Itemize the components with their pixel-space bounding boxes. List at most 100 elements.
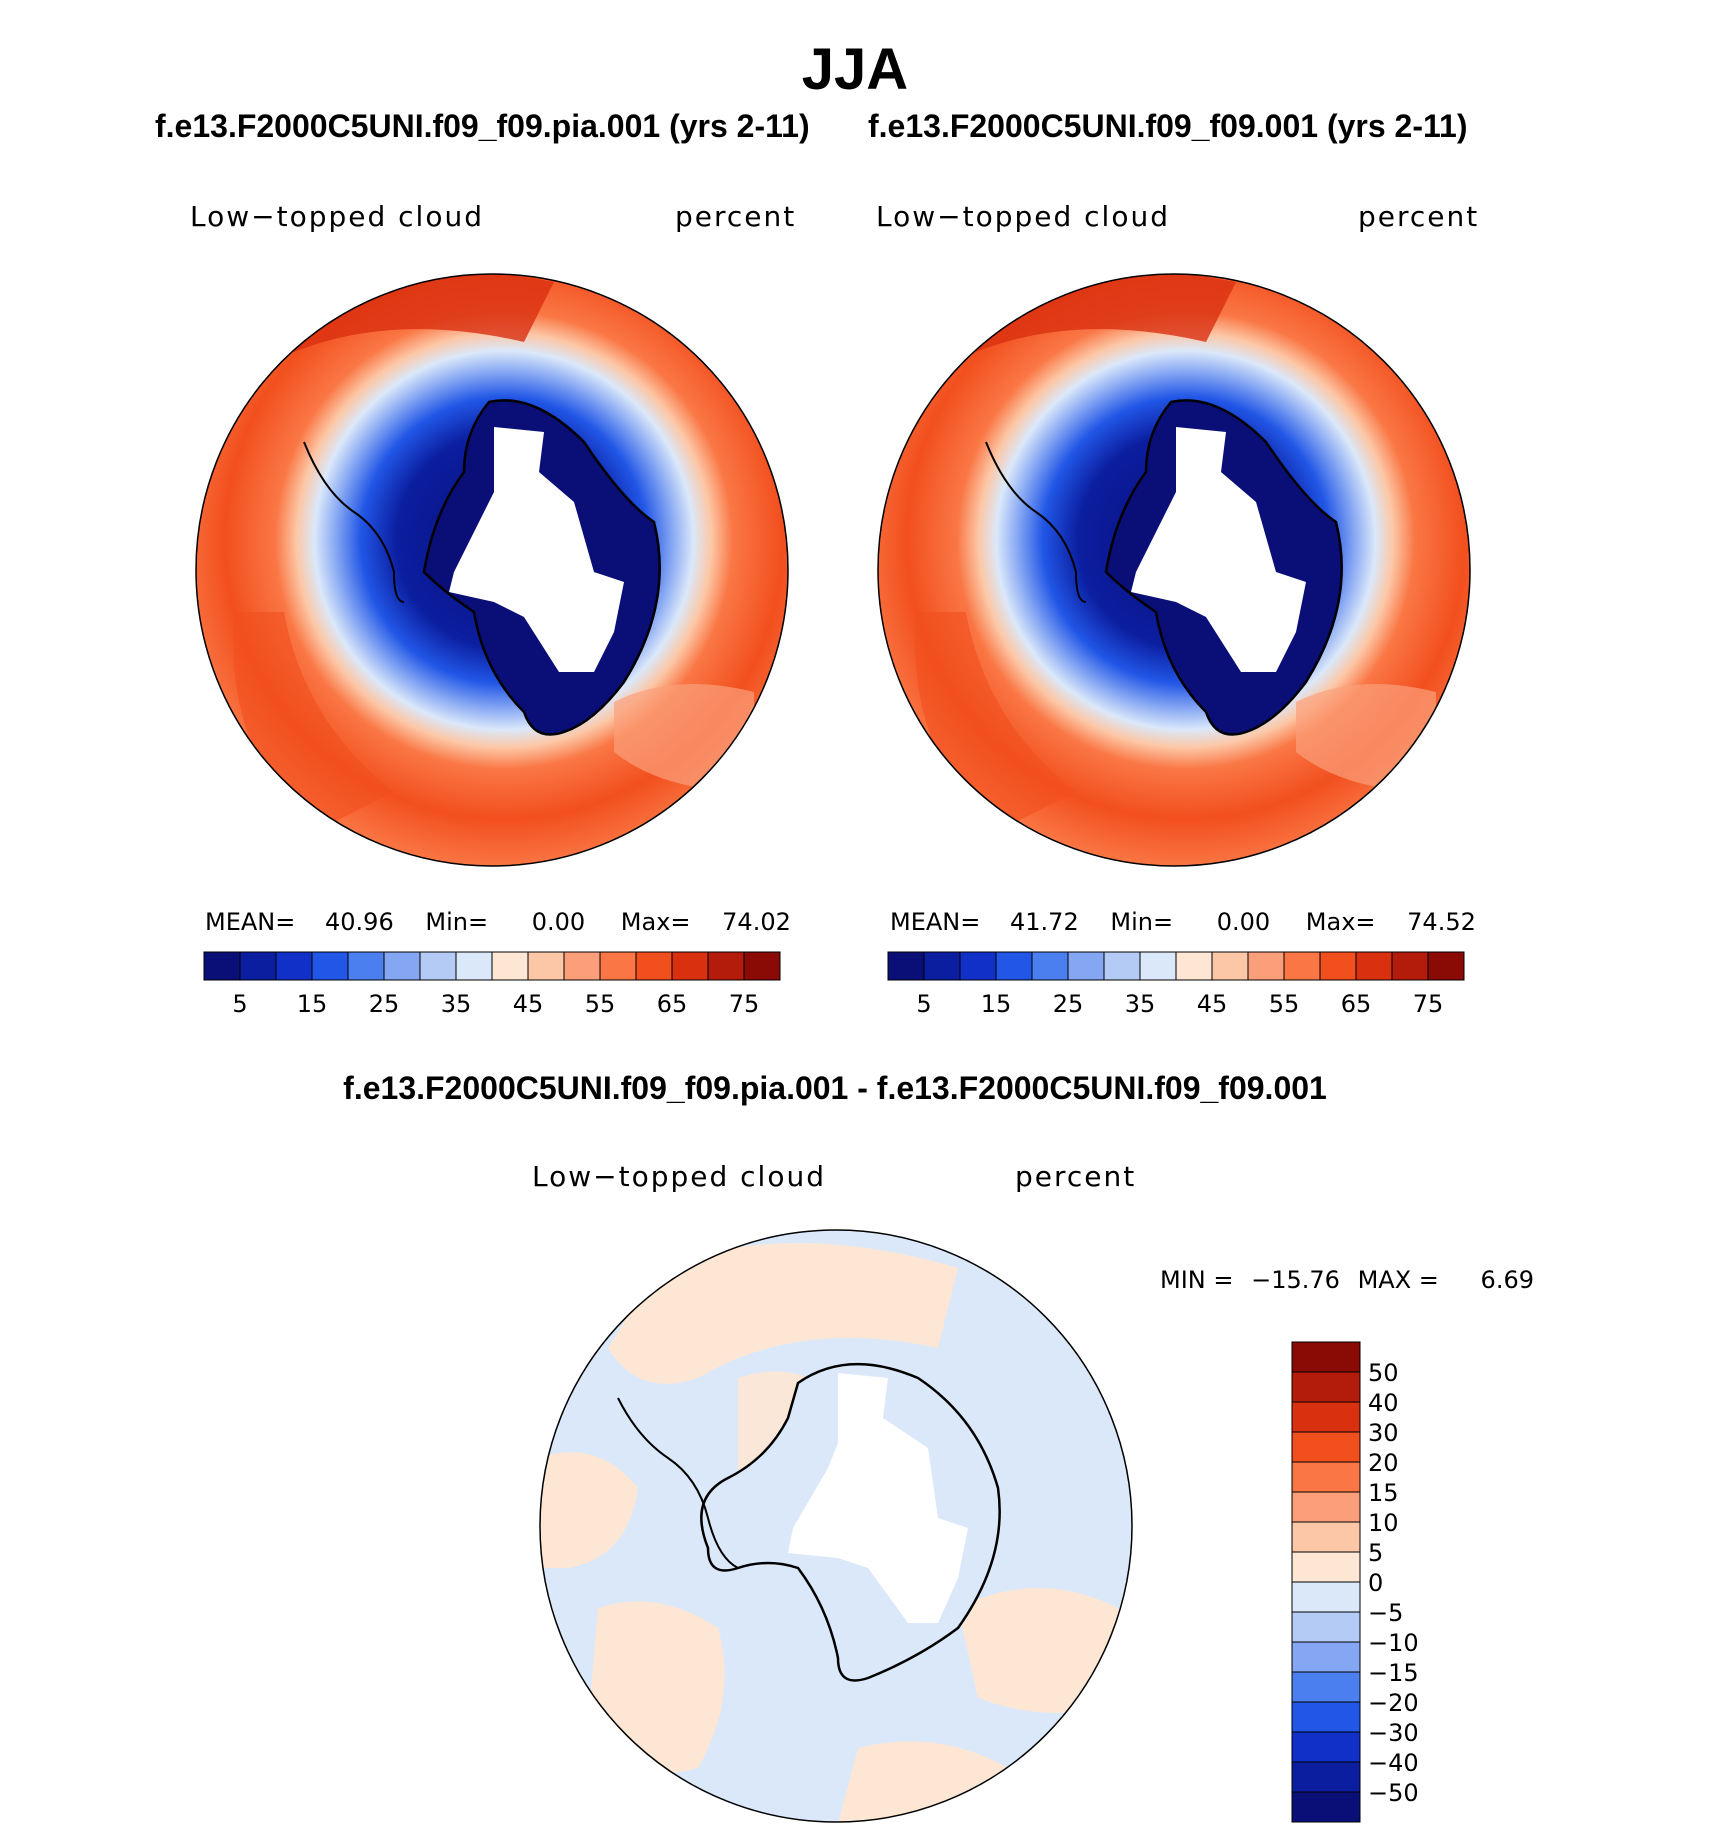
panel-2-colorbar-box — [1319, 951, 1357, 981]
difference-max-label: MAX = — [1357, 1266, 1439, 1294]
difference-colorbar-box — [1291, 1731, 1361, 1763]
difference-colorbar-tick-label: −40 — [1368, 1749, 1419, 1777]
panel-1-colorbar-tick-label: 15 — [297, 990, 328, 1018]
panel-2-colorbar-tick-label: 65 — [1341, 990, 1372, 1018]
panel-2-max-value: 74.52 — [1407, 908, 1476, 936]
difference-positive-region — [958, 1588, 1132, 1713]
panel-1-colorbar-box — [383, 951, 421, 981]
difference-colorbar-box — [1291, 1791, 1361, 1823]
panel-1-peninsula-coastline — [303, 441, 405, 603]
panel-2-colorbar-box — [1355, 951, 1393, 981]
panel-1-max-value: 74.02 — [722, 908, 791, 936]
panel-1-units-label: percent — [675, 200, 797, 233]
difference-colorbar-tick-label: 50 — [1368, 1359, 1399, 1387]
panel-1-colorbar-box — [419, 951, 457, 981]
panel-1-colorbar-box — [527, 951, 565, 981]
panel-1-colorbar-box — [311, 951, 349, 981]
panel-1-stats: MEAN= 40.96 Min= 0.00 Max= 74.02 — [205, 908, 791, 936]
difference-min-label: MIN = — [1160, 1266, 1234, 1294]
panel-2-colorbar-tick-labels: 5 15 25 35 45 55 65 75 — [916, 990, 1443, 1018]
panel-1-mean-value: 40.96 — [325, 908, 394, 936]
panel-1-colorbar-box — [635, 951, 673, 981]
panel-1-colorbar-tick-label: 75 — [729, 990, 760, 1018]
panel-2-colorbar-box — [1427, 951, 1465, 981]
panel-1-case-title: f.e13.F2000C5UNI.f09_f09.pia.001 (yrs 2-… — [155, 108, 810, 144]
difference-minmax: MIN = −15.76 MAX = 6.69 — [1160, 1266, 1534, 1294]
difference-colorbar-box — [1291, 1491, 1361, 1523]
panel-1-colorbar-box — [203, 951, 241, 981]
difference-colorbar-tick-label: −20 — [1368, 1689, 1419, 1717]
difference-colorbar-tick-label: 10 — [1368, 1509, 1399, 1537]
panel-1-max-label: Max= — [620, 908, 691, 936]
panel-2-peninsula-coastline — [985, 441, 1087, 603]
panel-2-colorbar-box — [1031, 951, 1069, 981]
panel-2-max-label: Max= — [1305, 908, 1376, 936]
difference-positive-region — [540, 1452, 638, 1568]
difference-colorbar-box — [1291, 1641, 1361, 1673]
panel-1-colorbar-box — [707, 951, 745, 981]
panel-2-mean-label: MEAN= — [890, 908, 981, 936]
difference-colorbar-tick-label: −5 — [1368, 1599, 1403, 1627]
difference-colorbar-box — [1291, 1671, 1361, 1703]
panel-2-colorbar-tick-label: 25 — [1053, 990, 1084, 1018]
panel-1-polar-map — [195, 273, 789, 867]
difference-colorbar-box — [1291, 1461, 1361, 1493]
panel-2-colorbar-tick-label: 35 — [1125, 990, 1156, 1018]
panel-2-case-title: f.e13.F2000C5UNI.f09_f09.001 (yrs 2-11) — [868, 108, 1468, 144]
difference-peninsula-coastline — [617, 1397, 739, 1569]
panel-1-missing-data-region — [449, 427, 624, 672]
panel-1-colorbar-tick-labels: 5 15 25 35 45 55 65 75 — [232, 990, 759, 1018]
difference-colorbar-tick-label: 5 — [1368, 1539, 1383, 1567]
panel-1-colorbar-box — [491, 951, 529, 981]
difference-colorbar-box — [1291, 1761, 1361, 1793]
panel-1-colorbar-tick-label: 35 — [441, 990, 472, 1018]
panel-2-min-label: Min= — [1110, 908, 1174, 936]
difference-title: f.e13.F2000C5UNI.f09_f09.pia.001 - f.e13… — [343, 1070, 1327, 1106]
difference-colorbar-tick-label: 30 — [1368, 1419, 1399, 1447]
difference-colorbar-box — [1291, 1431, 1361, 1463]
difference-colorbar-tick-label: 20 — [1368, 1449, 1399, 1477]
difference-colorbar-tick-label: −50 — [1368, 1779, 1419, 1807]
panel-1-colorbar-boxes — [203, 951, 781, 981]
panel-1-colorbar-tick-label: 25 — [369, 990, 400, 1018]
panel-2-colorbar-box — [1247, 951, 1285, 981]
difference-map-border — [539, 1229, 1133, 1823]
difference-missing-data-region — [788, 1373, 968, 1623]
difference-colorbar-box — [1291, 1611, 1361, 1643]
panel-2-colorbar: 5 15 25 35 45 55 65 75 — [887, 951, 1465, 1018]
panel-1-colorbar-tick-label: 5 — [232, 990, 247, 1018]
panel-1-min-label: Min= — [425, 908, 489, 936]
panel-2-units-label: percent — [1358, 200, 1480, 233]
difference-colorbar-tick-label: −30 — [1368, 1719, 1419, 1747]
panel-2-polar-map — [877, 273, 1471, 867]
panel-2-colorbar-box — [959, 951, 997, 981]
difference-colorbar-box — [1291, 1521, 1361, 1553]
panel-2-colorbar-box — [1103, 951, 1141, 981]
panel-1-colorbar-tick-label: 65 — [657, 990, 688, 1018]
panel-2-colorbar-tick-label: 15 — [981, 990, 1012, 1018]
difference-colorbar-box — [1291, 1551, 1361, 1583]
difference-positive-region — [588, 1601, 725, 1773]
panel-1-colorbar-box — [275, 951, 313, 981]
panel-1-min-value: 0.00 — [531, 908, 586, 936]
panel-2-colorbar-tick-label: 55 — [1269, 990, 1300, 1018]
panel-2-colorbar-box — [923, 951, 961, 981]
difference-colorbar-tick-label: 15 — [1368, 1479, 1399, 1507]
panel-2-variable-label: Low−topped cloud — [876, 200, 1170, 233]
panel-2-colorbar-box — [1391, 951, 1429, 981]
panel-1-colorbar-tick-label: 45 — [513, 990, 544, 1018]
panel-2-colorbar-box — [887, 951, 925, 981]
panel-1-colorbar-box — [743, 951, 781, 981]
difference-polar-map — [539, 1229, 1133, 1823]
panel-2-min-value: 0.00 — [1216, 908, 1271, 936]
panel-1-colorbar-box — [239, 951, 277, 981]
difference-colorbar-box — [1291, 1371, 1361, 1403]
panel-2-colorbar-tick-label: 5 — [916, 990, 931, 1018]
panel-2-stats: MEAN= 41.72 Min= 0.00 Max= 74.52 — [890, 908, 1476, 936]
panel-1-colorbar-box — [563, 951, 601, 981]
difference-colorbar-box — [1291, 1701, 1361, 1733]
figure-title: JJA — [801, 37, 909, 102]
panel-1-colorbar-tick-label: 55 — [585, 990, 616, 1018]
